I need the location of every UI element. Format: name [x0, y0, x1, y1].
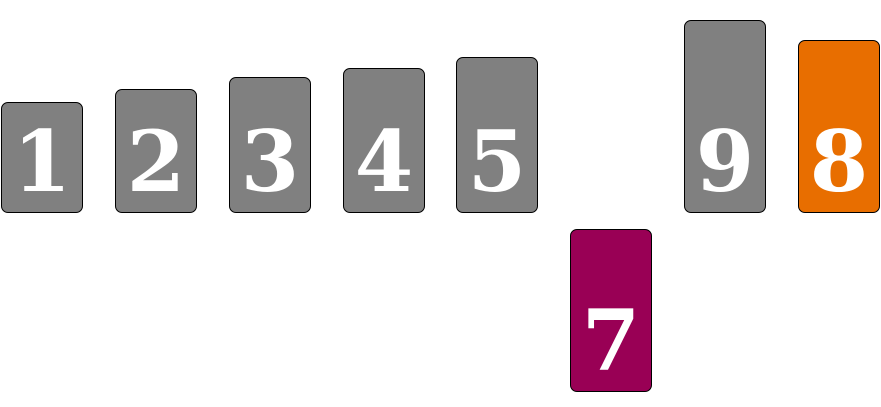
- card-2: 2: [115, 89, 197, 213]
- card-label: 3: [240, 112, 300, 211]
- card-label: 7: [581, 291, 641, 390]
- card-label: 5: [467, 112, 527, 211]
- card-3: 3: [229, 77, 311, 213]
- card-4: 4: [343, 68, 425, 213]
- card-label: 1: [12, 112, 72, 211]
- card-label: 2: [126, 112, 186, 211]
- card-1: 1: [1, 102, 83, 213]
- card-8: 8: [798, 40, 880, 213]
- card-label: 8: [809, 112, 869, 211]
- card-label: 9: [695, 112, 755, 211]
- card-7: 7: [570, 229, 652, 392]
- card-label: 4: [354, 112, 414, 211]
- card-5: 5: [456, 57, 538, 213]
- card-9: 9: [684, 20, 766, 213]
